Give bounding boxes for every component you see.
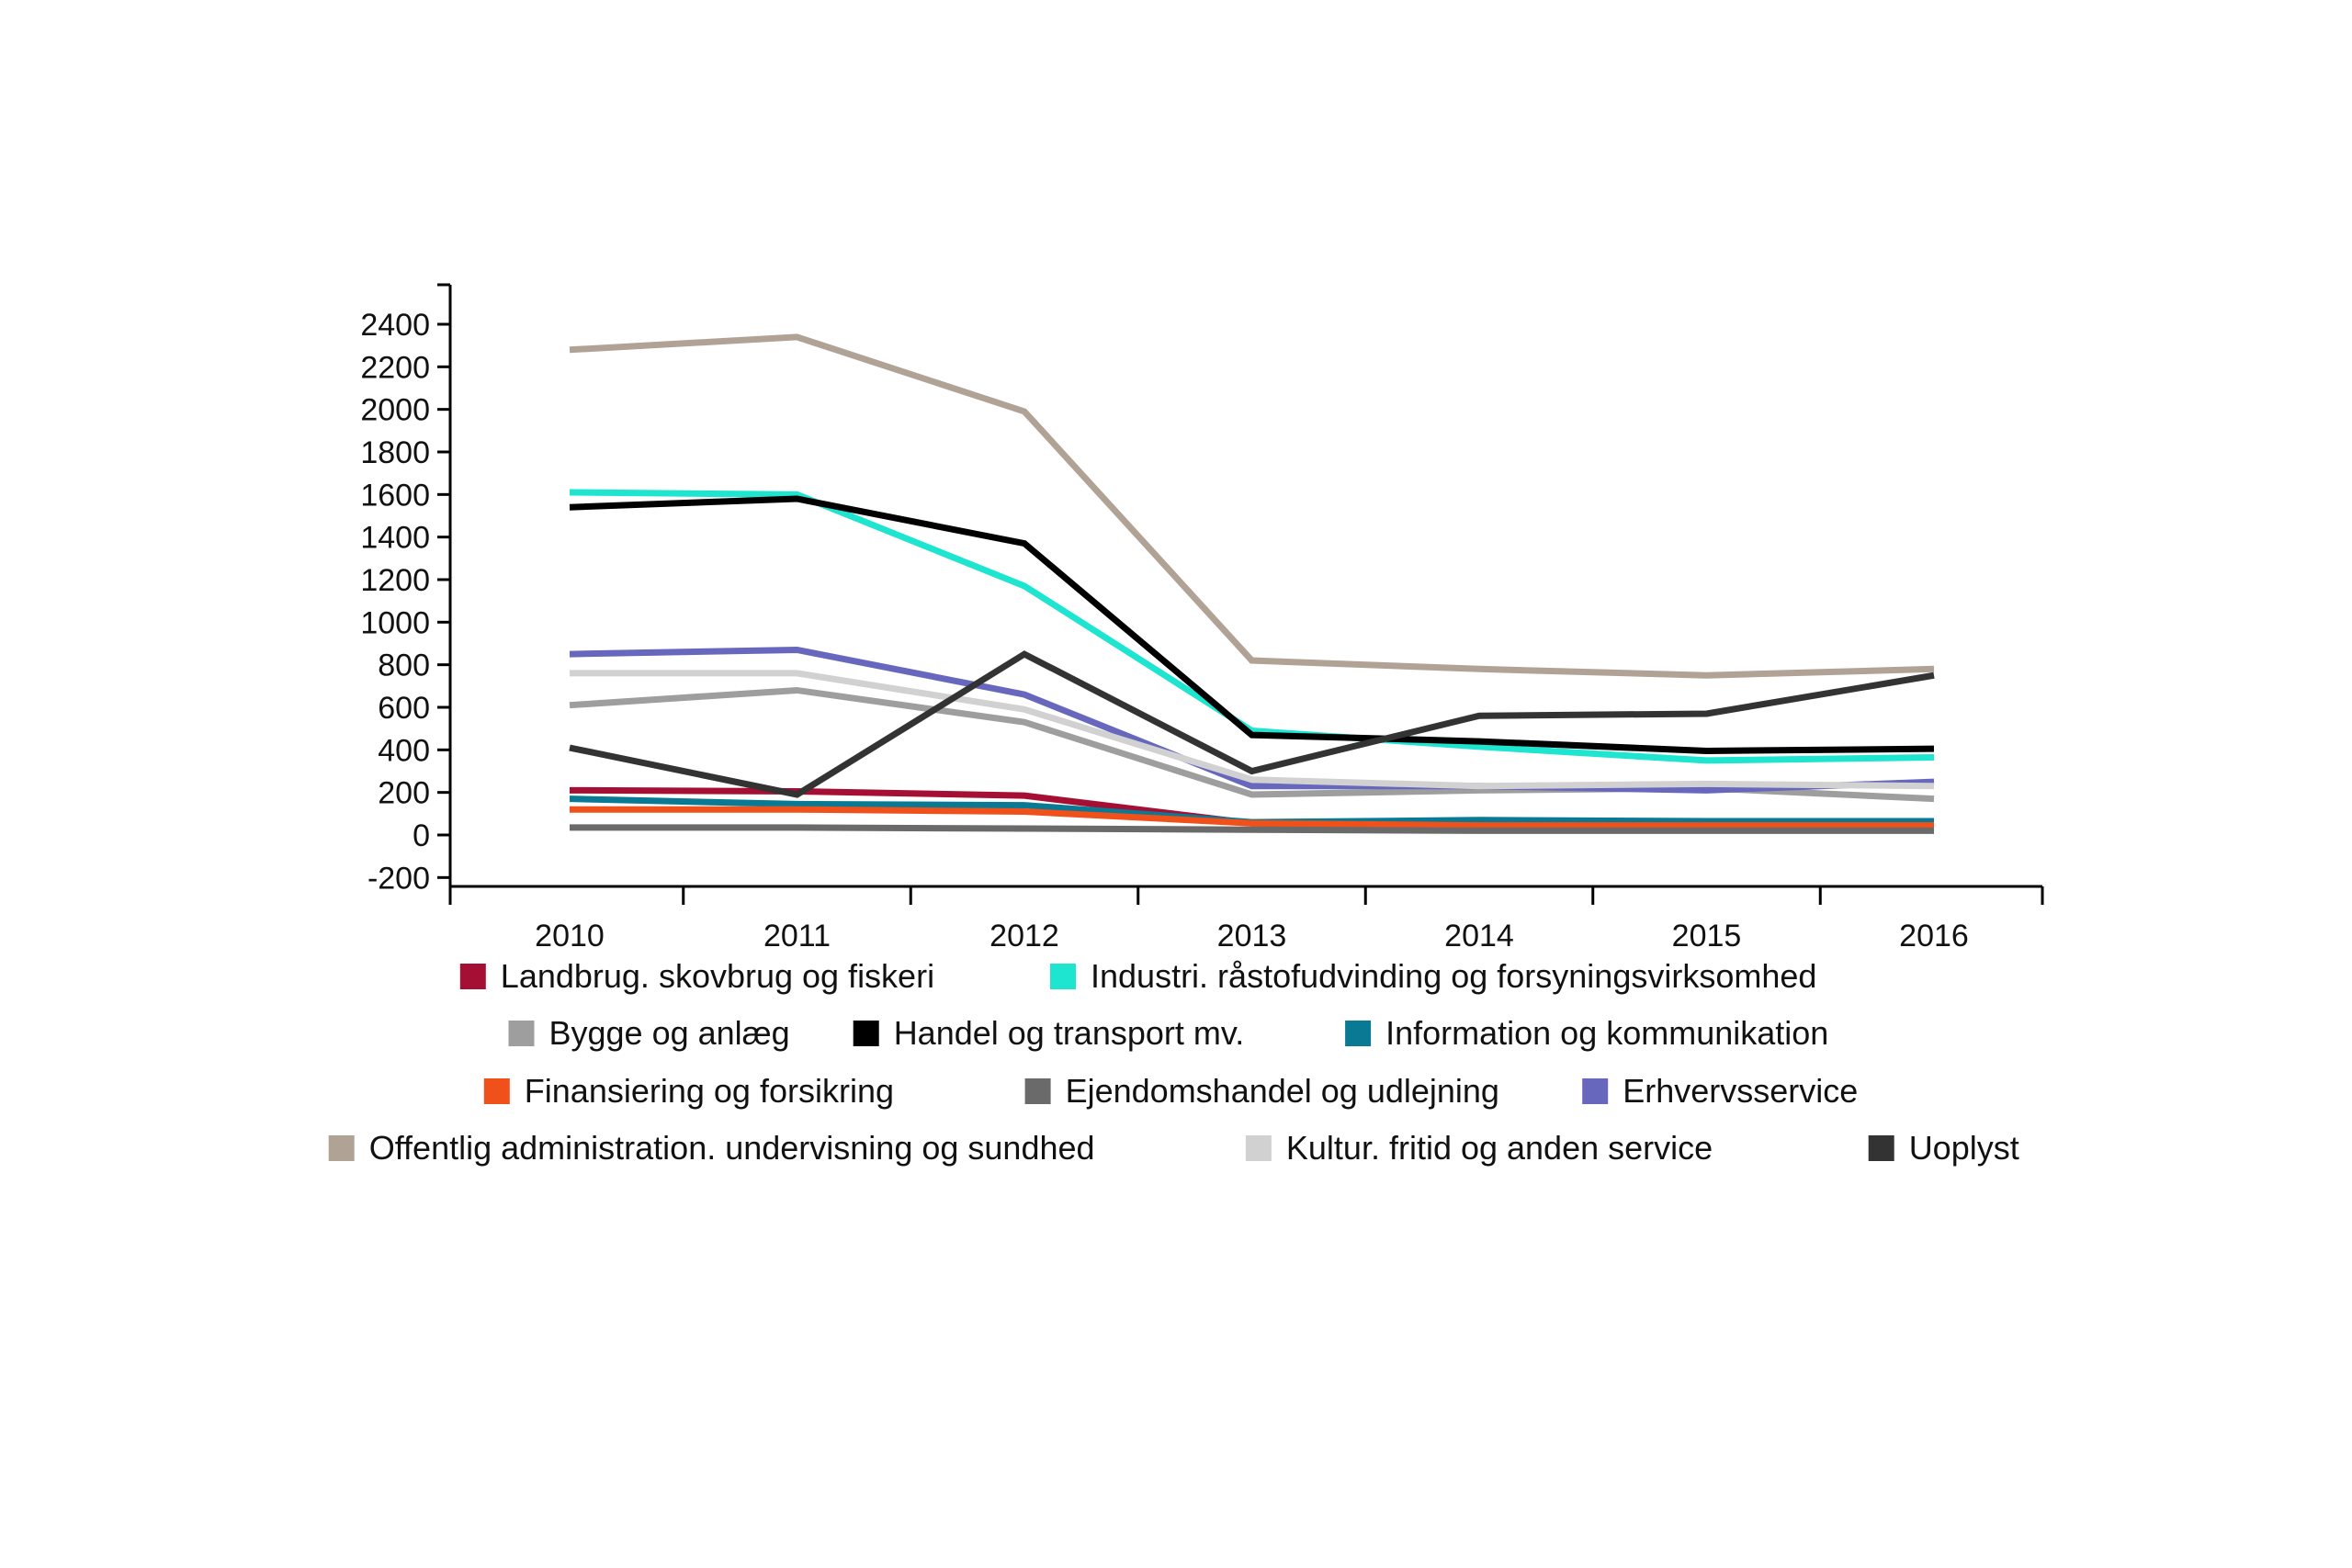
legend-label-6: Ejendomshandel og udlejning (1066, 1072, 1499, 1110)
x-tick-label: 2015 (1672, 919, 1742, 953)
legend-label-3: Handel og transport mv. (894, 1014, 1245, 1052)
series-line-10 (569, 650, 1935, 798)
legend-swatch-10 (1868, 1135, 1894, 1161)
x-tick-label: 2013 (1217, 919, 1287, 953)
y-tick-label: 1600 (360, 478, 430, 513)
series-line-1 (569, 489, 1935, 764)
series-line-9 (570, 670, 1935, 790)
legend-swatch-4 (1345, 1021, 1372, 1046)
y-tick-label: 800 (378, 649, 430, 683)
legend-swatch-5 (483, 1078, 510, 1104)
legend-label-7: Erhvervsservice (1623, 1072, 1858, 1110)
legend-swatch-3 (853, 1021, 879, 1046)
x-tick-label: 2010 (535, 919, 605, 953)
y-tick-label: 2200 (360, 350, 430, 385)
x-axis: 2010 2011 2012 2013 2014 2015 2016 (448, 885, 2044, 953)
y-tick-label: 600 (378, 691, 430, 726)
series-line-5 (570, 806, 1934, 829)
y-tick-label: 1400 (360, 521, 430, 556)
y-tick-label: 2400 (360, 308, 430, 343)
legend-swatch-6 (1024, 1078, 1051, 1104)
y-axis: -200 0 200 400 600 800 1000 1200 1400 1600 1800 200… (360, 283, 452, 896)
legend-label-10: Uoplyst (1909, 1129, 2019, 1167)
legend: Landbrug. skovbrug og fiskeri Industri. r… (328, 957, 2019, 1167)
y-tick-label: -200 (368, 861, 430, 896)
y-tick-label: 400 (378, 733, 430, 768)
legend-label-2: Bygge og anlæg (549, 1014, 790, 1052)
legend-label-8: Offentlig administration. undervisning o… (369, 1129, 1095, 1167)
legend-swatch-7 (1582, 1078, 1609, 1104)
series-line-6 (570, 824, 1934, 834)
y-tick-label: 1800 (360, 435, 430, 470)
y-tick-label: 1000 (360, 605, 430, 640)
legend-swatch-8 (328, 1135, 355, 1161)
legend-label-4: Information og kommunikation (1385, 1014, 1828, 1052)
y-tick-label: 200 (378, 776, 430, 811)
x-tick-label: 2016 (1899, 919, 1969, 953)
legend-swatch-9 (1245, 1135, 1272, 1161)
legend-swatch-2 (508, 1021, 535, 1046)
y-tick-label: 2000 (360, 393, 430, 428)
legend-label-9: Kultur. fritid og anden service (1286, 1129, 1713, 1167)
x-tick-label: 2011 (763, 919, 831, 953)
legend-swatch-1 (1050, 964, 1076, 989)
series-line-7 (569, 646, 1935, 794)
series-lines (569, 333, 1935, 834)
y-tick-label: 1200 (360, 563, 430, 598)
legend-swatch-0 (459, 964, 486, 989)
y-tick-label: 0 (413, 818, 430, 853)
legend-label-1: Industri. råstofudvinding og forsyningsv… (1091, 957, 1816, 995)
series-line-3 (569, 495, 1935, 754)
legend-label-0: Landbrug. skovbrug og fiskeri (501, 957, 934, 995)
series-line-8 (569, 333, 1935, 679)
x-tick-label: 2012 (989, 919, 1059, 953)
legend-label-5: Finansiering og forsikring (525, 1072, 894, 1110)
x-tick-label: 2014 (1444, 919, 1514, 953)
